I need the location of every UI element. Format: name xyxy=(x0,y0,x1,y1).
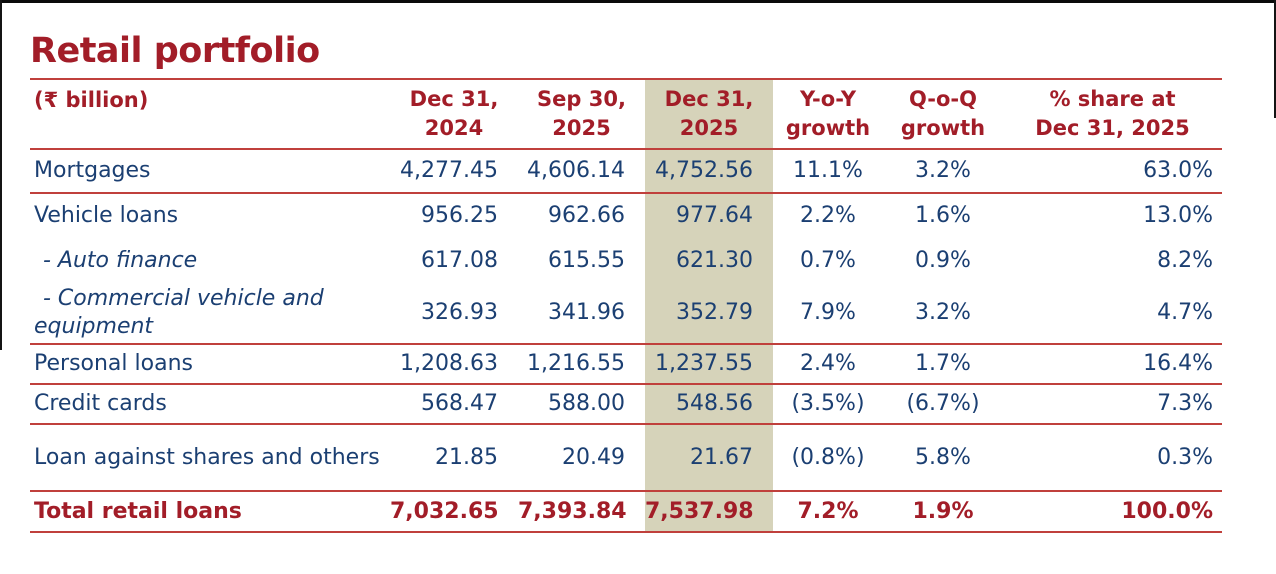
table-row-personal-loans: Personal loans 1,208.63 1,216.55 1,237.5… xyxy=(30,344,1222,385)
cell-yoy-growth: 2.2% xyxy=(800,203,856,228)
row-label: Personal loans xyxy=(30,344,390,385)
cell-dec-2024: 1,208.63 xyxy=(390,344,518,385)
column-header-qoq-growth: Q-o-Q growth xyxy=(883,78,1003,150)
table-row-loan-against-shares: Loan against shares and others 21.85 20.… xyxy=(30,424,1222,492)
cell-yoy-growth: 11.1% xyxy=(773,149,883,194)
row-label: - Auto finance xyxy=(43,247,198,273)
cell-yoy-growth: 7.9% xyxy=(773,283,883,345)
column-header-share: % share at Dec 31, 2025 xyxy=(1003,78,1222,150)
cell-dec-2024: 956.25 xyxy=(421,203,498,228)
cell-sep-2025: 962.66 xyxy=(548,203,625,228)
cell-dec-2025: 621.30 xyxy=(645,238,773,283)
page-title: Retail portfolio xyxy=(30,31,320,72)
cell-dec-2025: 1,237.55 xyxy=(645,344,773,385)
window-edge-right xyxy=(1274,0,1276,118)
cell-dec-2024: 4,277.45 xyxy=(390,149,518,194)
table-row-commercial-vehicle: - Commercial vehicle and equipment 326.9… xyxy=(30,283,1222,345)
cell-dec-2025: 548.56 xyxy=(645,384,773,425)
cell-dec-2025: 7,537.98 xyxy=(645,491,773,533)
cell-share: 0.3% xyxy=(1003,424,1222,492)
cell-dec-2024: 568.47 xyxy=(390,384,518,425)
column-header-sep-2025: Sep 30, 2025 xyxy=(518,78,645,150)
column-header-yoy-growth: Y-o-Y growth xyxy=(773,78,883,150)
cell-sep-2025: 4,606.14 xyxy=(518,149,645,194)
cell-dec-2024: 21.85 xyxy=(390,424,518,492)
row-label: - Commercial vehicle and equipment xyxy=(30,283,390,345)
unit-label: (₹ billion) xyxy=(34,88,149,112)
table-row-total-retail-loans: Total retail loans 7,032.65 7,393.84 7,5… xyxy=(30,491,1222,533)
row-label: Loan against shares and others xyxy=(30,424,390,492)
cell-share: 13.0% xyxy=(1143,203,1213,228)
cell-share: 7.3% xyxy=(1003,384,1222,425)
window-edge-left xyxy=(0,0,2,350)
column-header-unit: (₹ billion) xyxy=(30,78,390,150)
cell-yoy-growth: 0.7% xyxy=(800,247,856,273)
cell-dec-2024: 617.08 xyxy=(421,247,498,273)
cell-qoq-growth: 3.2% xyxy=(883,149,1003,194)
column-header-dec-2024: Dec 31, 2024 xyxy=(390,78,518,150)
cell-sep-2025: 1,216.55 xyxy=(518,344,645,385)
cell-qoq-growth: (6.7%) xyxy=(883,384,1003,425)
table-row-auto-finance: - Auto finance 617.08 615.55 621.30 0.7%… xyxy=(30,238,1222,283)
cell-share: 4.7% xyxy=(1003,283,1222,345)
cell-dec-2024: 7,032.65 xyxy=(390,491,518,533)
row-label: Credit cards xyxy=(30,384,390,425)
cell-sep-2025: 341.96 xyxy=(518,283,645,345)
cell-dec-2025: 352.79 xyxy=(645,283,773,345)
cell-dec-2024: 326.93 xyxy=(390,283,518,345)
cell-share: 8.2% xyxy=(1157,247,1213,273)
cell-share: 16.4% xyxy=(1003,344,1222,385)
cell-sep-2025: 588.00 xyxy=(518,384,645,425)
cell-sep-2025: 7,393.84 xyxy=(518,491,645,533)
table-row-mortgages: Mortgages 4,277.45 4,606.14 4,752.56 11.… xyxy=(30,149,1222,194)
cell-yoy-growth: 2.4% xyxy=(773,344,883,385)
cell-dec-2025: 21.67 xyxy=(645,424,773,492)
table-row-credit-cards: Credit cards 568.47 588.00 548.56 (3.5%)… xyxy=(30,384,1222,425)
cell-qoq-growth: 1.6% xyxy=(915,203,971,228)
window-edge-top xyxy=(0,0,1276,3)
cell-share: 63.0% xyxy=(1003,149,1222,194)
cell-yoy-growth: (3.5%) xyxy=(773,384,883,425)
table-header-row: (₹ billion) Dec 31, 2024 Sep 30, 2025 De… xyxy=(30,78,1222,150)
cell-qoq-growth: 3.2% xyxy=(883,283,1003,345)
column-header-dec-2025-highlighted: Dec 31, 2025 xyxy=(645,78,773,150)
retail-portfolio-table: (₹ billion) Dec 31, 2024 Sep 30, 2025 De… xyxy=(30,78,1222,533)
table-row-vehicle-loans: Vehicle loans 956.25 962.66 977.64 2.2% … xyxy=(30,193,1222,238)
row-label: Mortgages xyxy=(30,149,390,194)
cell-dec-2025: 4,752.56 xyxy=(645,149,773,194)
cell-qoq-growth: 1.9% xyxy=(883,491,1003,533)
cell-share: 100.0% xyxy=(1003,491,1222,533)
cell-sep-2025: 615.55 xyxy=(548,247,625,273)
cell-qoq-growth: 1.7% xyxy=(883,344,1003,385)
cell-yoy-growth: 7.2% xyxy=(773,491,883,533)
row-label: Total retail loans xyxy=(30,491,390,533)
cell-qoq-growth: 0.9% xyxy=(915,247,971,273)
row-label: Vehicle loans xyxy=(34,203,179,228)
cell-qoq-growth: 5.8% xyxy=(883,424,1003,492)
cell-sep-2025: 20.49 xyxy=(518,424,645,492)
cell-dec-2025: 977.64 xyxy=(645,193,773,238)
cell-yoy-growth: (0.8%) xyxy=(773,424,883,492)
